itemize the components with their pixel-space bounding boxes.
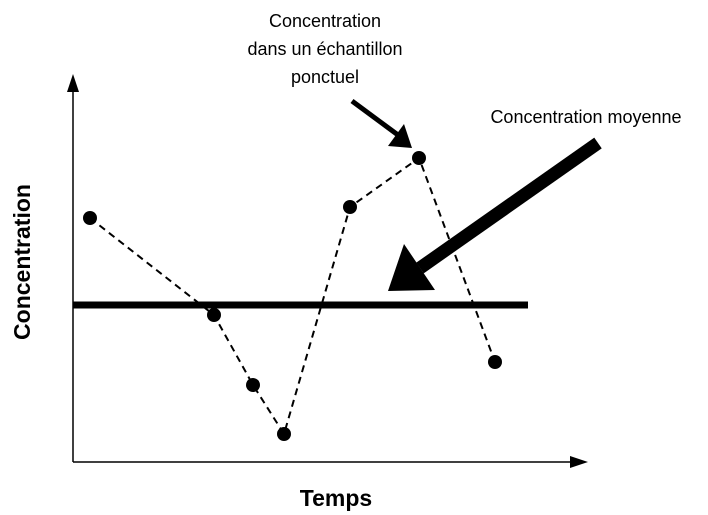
sample-point xyxy=(488,355,502,369)
x-axis-label: Temps xyxy=(300,485,372,511)
mean-arrow-shaft xyxy=(416,137,602,274)
sample-point xyxy=(343,200,357,214)
sample-point xyxy=(207,308,221,322)
point-arrow-shaft xyxy=(350,98,400,138)
point-annotation: Concentration xyxy=(269,11,381,31)
sample-point xyxy=(412,151,426,165)
y-axis-arrow xyxy=(67,74,79,92)
mean-arrow-head xyxy=(388,244,435,291)
sample-line xyxy=(89,156,496,437)
sample-point xyxy=(246,378,260,392)
point-annotation: dans un échantillon xyxy=(247,39,402,59)
sample-points xyxy=(83,151,502,441)
x-axis-arrow xyxy=(570,456,588,468)
y-axis-label: Concentration xyxy=(9,184,35,340)
mean-annotation: Concentration moyenne xyxy=(490,107,681,127)
point-arrow-head xyxy=(388,124,412,148)
sample-point xyxy=(277,427,291,441)
sample-point xyxy=(83,211,97,225)
point-annotation: ponctuel xyxy=(291,67,359,87)
